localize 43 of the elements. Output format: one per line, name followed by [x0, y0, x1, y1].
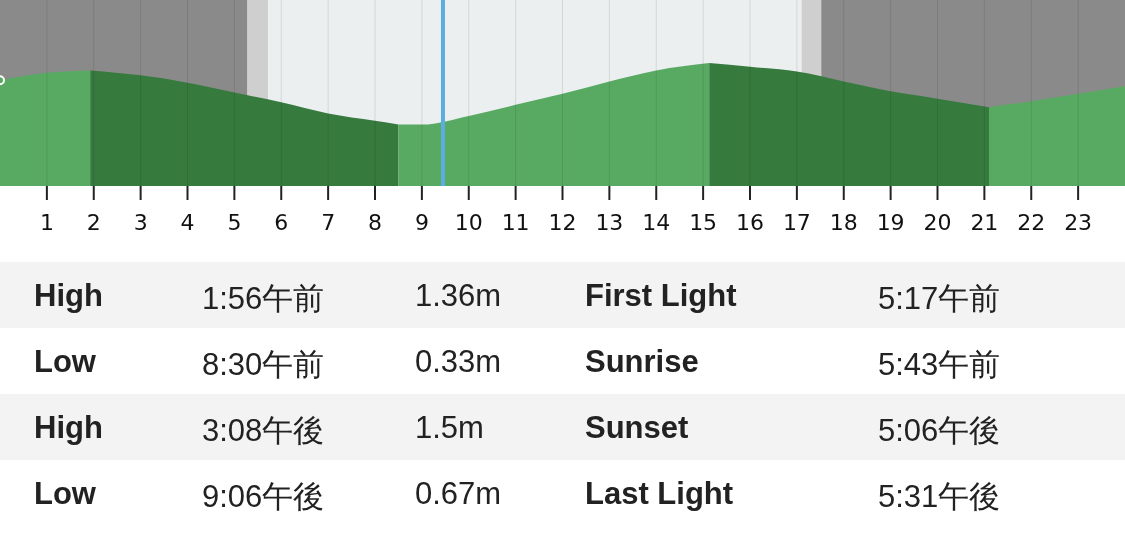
text: 1:56午前 — [202, 280, 325, 318]
text: 5:31午後 — [878, 478, 1001, 516]
text: 5:17午前 — [878, 280, 1001, 318]
x-tick-label: 4 — [180, 209, 195, 235]
x-tick-label: 17 — [782, 209, 811, 235]
text: First Light — [585, 278, 737, 314]
text: 5:06午後 — [878, 412, 1001, 450]
x-tick-label: 14 — [642, 209, 671, 235]
x-tick-label: 2 — [86, 209, 101, 235]
x-tick-label: 3 — [133, 209, 148, 235]
x-tick-label: 10 — [454, 209, 483, 235]
text: 1.36m — [415, 278, 502, 314]
x-tick-label: 8 — [368, 209, 382, 235]
text: 9:06午後 — [202, 478, 325, 516]
text: Low — [34, 344, 96, 380]
text: 1.5m — [415, 410, 484, 446]
x-tick-label: 12 — [548, 209, 577, 235]
x-tick-label: 22 — [1017, 209, 1046, 235]
x-tick-label: 11 — [501, 209, 530, 235]
x-tick-label: 15 — [689, 209, 718, 235]
x-tick-label: 13 — [595, 209, 624, 235]
text: 5:43午前 — [878, 346, 1001, 384]
x-tick-label: 19 — [876, 209, 905, 235]
x-tick-label: 21 — [970, 209, 999, 235]
text: Sunrise — [585, 344, 699, 380]
x-tick-label: 20 — [923, 209, 952, 235]
text: Low — [34, 476, 96, 512]
text: High — [34, 278, 103, 314]
x-tick-label: 7 — [321, 209, 336, 235]
text: 0.67m — [415, 476, 502, 512]
x-tick-label: 9 — [414, 209, 429, 235]
text: High — [34, 410, 103, 446]
x-tick-label: 18 — [829, 209, 858, 235]
x-tick-label: 5 — [227, 209, 242, 235]
text: Sunset — [585, 410, 689, 446]
x-tick-label: 16 — [736, 209, 764, 235]
text: Last Light — [585, 476, 734, 512]
x-tick-label: 23 — [1064, 209, 1093, 235]
text: 3:08午後 — [202, 412, 325, 450]
x-tick-label: 1 — [39, 209, 54, 235]
text: 0.33m — [415, 344, 502, 380]
x-tick-label: 6 — [274, 209, 289, 235]
text: 8:30午前 — [202, 346, 325, 384]
